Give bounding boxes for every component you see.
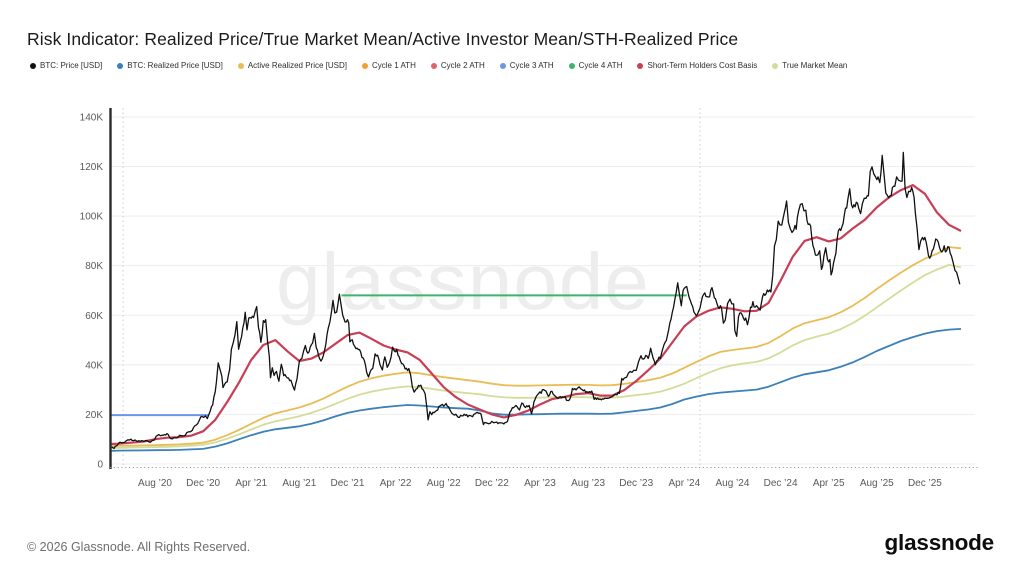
halving-markers bbox=[122, 108, 701, 467]
x-axis-tick-label: Aug ’25 bbox=[860, 478, 894, 489]
x-axis-tick-label: Apr ’22 bbox=[380, 478, 412, 489]
legend-item-label: True Market Mean bbox=[782, 61, 848, 70]
x-axis-tick-label: Apr ’23 bbox=[524, 478, 556, 489]
legend-item-realized-price[interactable]: BTC: Realized Price [USD] bbox=[117, 61, 223, 70]
x-axis-tick-label: Apr ’24 bbox=[668, 478, 700, 489]
x-axis-tick-label: Dec ’23 bbox=[619, 478, 653, 489]
legend-item-label: Cycle 2 ATH bbox=[440, 61, 485, 70]
legend-item-label: Cycle 4 ATH bbox=[578, 61, 623, 70]
x-axis-tick-label: Dec ’21 bbox=[331, 478, 365, 489]
x-axis-tick-label: Aug ’20 bbox=[138, 478, 172, 489]
legend-item-label: BTC: Price [USD] bbox=[40, 61, 103, 70]
legend-dot-icon bbox=[361, 62, 368, 69]
legend-item-label: Cycle 3 ATH bbox=[509, 61, 554, 70]
x-axis-tick-label: Apr ’21 bbox=[235, 478, 267, 489]
legend-dot-icon bbox=[30, 62, 36, 69]
legend-item-cycle-1-ath[interactable]: Cycle 1 ATH bbox=[361, 61, 416, 70]
legend-item-btc-price[interactable]: BTC: Price [USD] bbox=[30, 61, 102, 70]
x-axis-tick-label: Aug ’22 bbox=[427, 478, 461, 489]
x-axis-labels: Aug ’20 Dec ’20 Apr ’21 Aug ’21 Dec ’21 Apr ’… bbox=[138, 478, 942, 489]
y-axis-tick-label: 20K bbox=[85, 410, 103, 421]
legend-item-label: Cycle 1 ATH bbox=[371, 61, 416, 70]
glassnode-logo: glassnode bbox=[884, 530, 995, 555]
legend-item-cycle-2-ath[interactable]: Cycle 2 ATH bbox=[430, 61, 485, 70]
x-axis-tick-label: Dec ’24 bbox=[764, 478, 798, 489]
legend-item-label: Short-Term Holders Cost Basis bbox=[647, 61, 758, 70]
y-axis-tick-label: 120K bbox=[80, 162, 104, 173]
y-grid: 0 20K 40K 60K 80K 100K 120K 140K bbox=[80, 112, 975, 471]
legend-dot-icon bbox=[772, 62, 779, 69]
glassnode-watermark: glassnode bbox=[276, 237, 650, 326]
x-axis-tick-label: Aug ’21 bbox=[282, 478, 316, 489]
legend-item-sth-cost-basis[interactable]: Short-Term Holders Cost Basis bbox=[637, 61, 757, 70]
x-axis-tick-label: Dec ’22 bbox=[475, 478, 509, 489]
x-axis-tick-label: Aug ’24 bbox=[715, 478, 749, 489]
series-btc-price-line bbox=[111, 151, 961, 450]
legend-item-cycle-3-ath[interactable]: Cycle 3 ATH bbox=[499, 61, 554, 70]
legend-item-label: Active Realized Price [USD] bbox=[247, 61, 347, 70]
page-title: Risk Indicator: Realized Price/True Mark… bbox=[27, 28, 739, 49]
x-axis-tick-label: Apr ’25 bbox=[813, 478, 845, 489]
legend-item-label: BTC: Realized Price [USD] bbox=[127, 61, 223, 70]
copyright-text: © 2026 Glassnode. All Rights Reserved. bbox=[27, 540, 251, 554]
y-axis-tick-label: 60K bbox=[85, 311, 103, 322]
y-axis-tick-label: 0 bbox=[97, 460, 103, 471]
series-group bbox=[111, 151, 962, 452]
x-axis-tick-label: Aug ’23 bbox=[571, 478, 605, 489]
legend-dot-icon bbox=[568, 62, 575, 69]
x-axis-tick-label: Dec ’20 bbox=[186, 478, 220, 489]
series-true-market-mean-line bbox=[111, 264, 962, 449]
legend-dot-icon bbox=[430, 62, 437, 69]
series-sth-cost-basis-line bbox=[111, 184, 962, 446]
legend-dot-icon bbox=[637, 62, 644, 69]
series-realized-price-line bbox=[111, 328, 962, 452]
legend-item-active-realized-price[interactable]: Active Realized Price [USD] bbox=[237, 61, 347, 70]
y-axis-tick-label: 80K bbox=[85, 261, 103, 272]
legend-dot-icon bbox=[499, 62, 506, 69]
x-axis-tick-label: Dec ’25 bbox=[908, 478, 942, 489]
legend-dot-icon bbox=[117, 62, 124, 69]
legend: BTC: Price [USD] BTC: Realized Price [USD… bbox=[30, 61, 1014, 70]
legend-item-cycle-4-ath[interactable]: Cycle 4 ATH bbox=[568, 61, 623, 70]
series-active-realized-price-line bbox=[111, 246, 962, 447]
y-axis-tick-label: 100K bbox=[80, 212, 104, 223]
y-axis-tick-label: 40K bbox=[85, 360, 103, 371]
y-axis-tick-label: 140K bbox=[80, 112, 104, 123]
legend-item-true-market-mean[interactable]: True Market Mean bbox=[772, 61, 847, 70]
legend-dot-icon bbox=[237, 62, 244, 69]
